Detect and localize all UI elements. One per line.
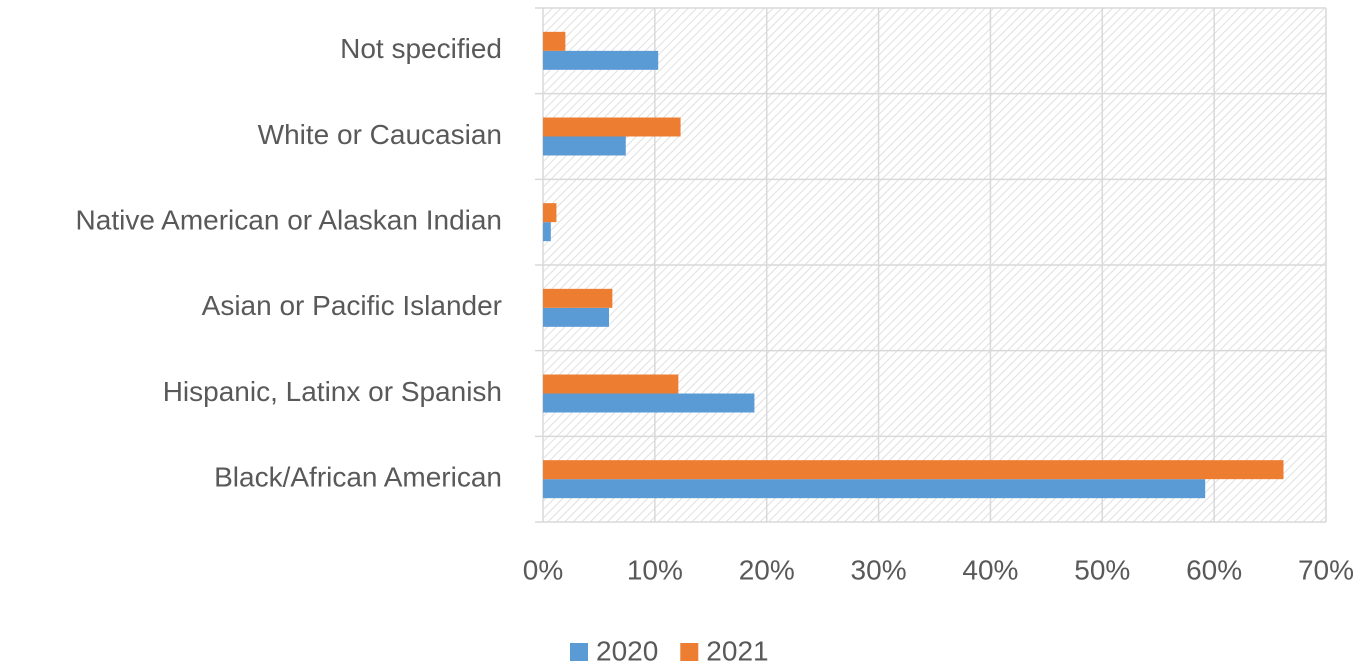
legend-label: 2021 (706, 635, 768, 666)
bar (543, 460, 1284, 480)
x-tick-label: 10% (627, 554, 683, 585)
y-tick-label: Black/African American (214, 462, 502, 493)
y-tick-label: Native American or Alaskan Indian (76, 205, 502, 236)
x-tick-label: 50% (1074, 554, 1130, 585)
bar (543, 50, 659, 70)
x-tick-label: 40% (962, 554, 1018, 585)
bar (543, 31, 566, 51)
bar (543, 136, 626, 156)
y-tick-label: Asian or Pacific Islander (202, 290, 502, 321)
bar (543, 374, 679, 394)
bar (543, 288, 613, 308)
y-tick-label: Not specified (340, 33, 502, 64)
bar (543, 307, 609, 327)
x-tick-label: 0% (523, 554, 563, 585)
legend-label: 2020 (596, 635, 658, 666)
x-tick-label: 30% (851, 554, 907, 585)
bar (543, 222, 551, 242)
y-tick-label: Hispanic, Latinx or Spanish (163, 376, 502, 407)
x-tick-label: 70% (1298, 554, 1354, 585)
legend-swatch (570, 643, 588, 661)
bar (543, 393, 755, 413)
bar (543, 117, 681, 137)
x-tick-label: 60% (1186, 554, 1242, 585)
y-tick-label: White or Caucasian (258, 119, 502, 150)
bar (543, 479, 1206, 499)
bar (543, 203, 557, 223)
x-tick-label: 20% (739, 554, 795, 585)
legend-swatch (680, 643, 699, 661)
